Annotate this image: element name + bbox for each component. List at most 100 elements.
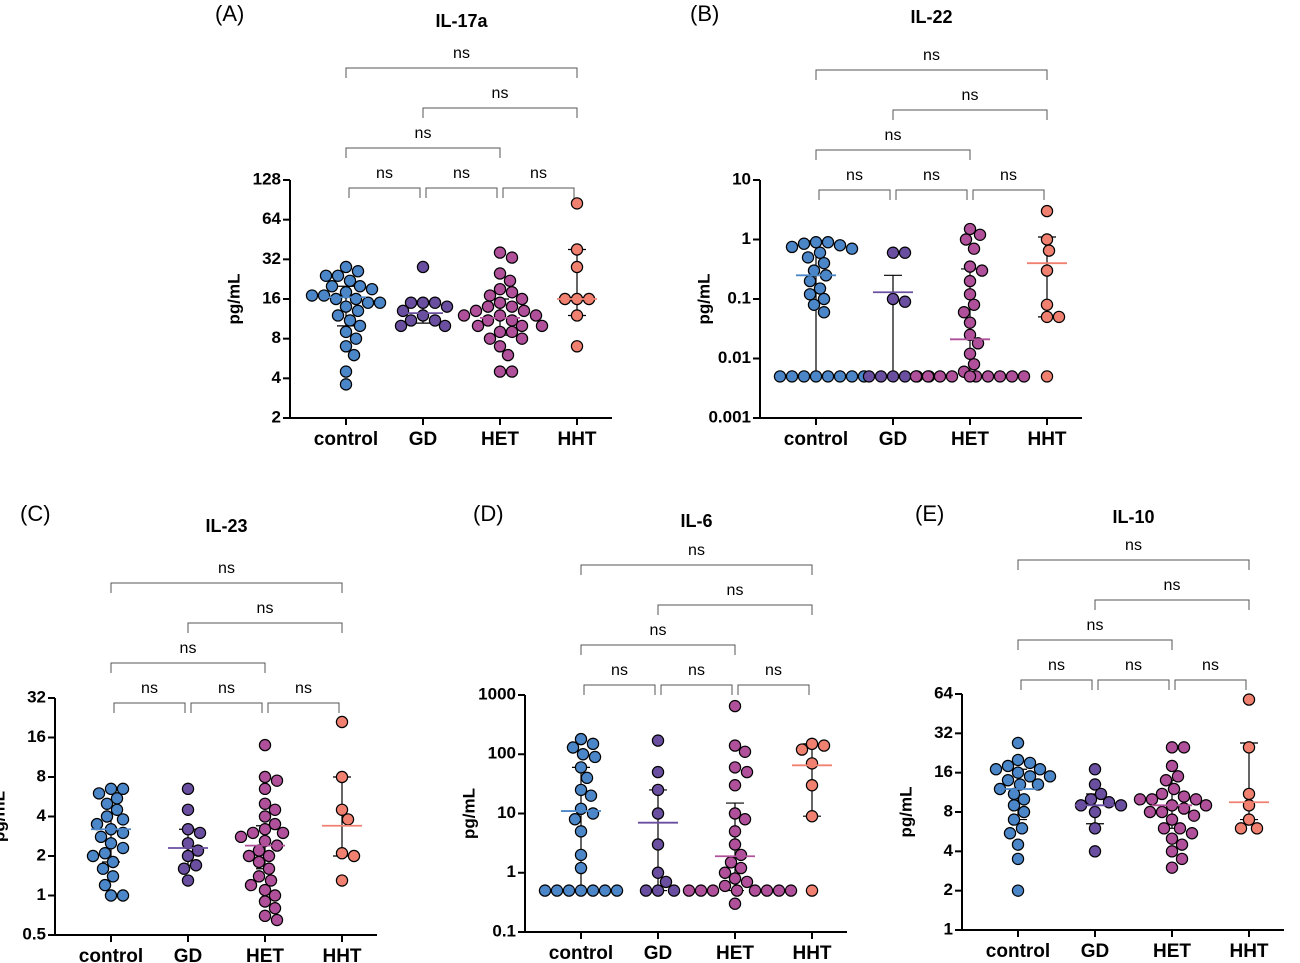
- data-point: [975, 264, 989, 277]
- data-point: [483, 289, 497, 302]
- data-point: [728, 779, 742, 792]
- data-point: [728, 699, 742, 713]
- data-point: [803, 274, 817, 288]
- data-point: [104, 782, 118, 796]
- data-point: [1001, 774, 1015, 787]
- y-tick-label: 64: [262, 209, 281, 228]
- data-point: [177, 862, 191, 875]
- x-tick-label: control: [784, 429, 848, 450]
- data-point: [728, 825, 742, 838]
- x-tick-label: HET: [481, 429, 519, 450]
- data-point: [501, 348, 515, 362]
- y-tick-label: 32: [934, 723, 953, 742]
- significance-bracket: [1094, 599, 1250, 610]
- y-tick-label: 4: [272, 368, 282, 387]
- data-point: [586, 884, 600, 897]
- y-axis-label: pg/mL: [896, 787, 915, 838]
- data-point: [1155, 805, 1169, 819]
- significance-bracket: [187, 622, 343, 633]
- data-point: [993, 370, 1007, 383]
- data-point: [1143, 805, 1157, 819]
- data-point: [515, 319, 529, 333]
- panel-label: (B): [690, 1, 719, 26]
- data-point: [351, 265, 365, 278]
- data-point: [1187, 809, 1201, 822]
- data-point: [505, 314, 519, 327]
- data-point: [104, 889, 118, 902]
- data-point: [258, 909, 272, 923]
- data-point: [96, 862, 110, 875]
- y-tick-label: 4: [37, 806, 47, 825]
- data-point: [94, 830, 108, 844]
- data-point: [967, 358, 981, 371]
- data-point: [805, 884, 819, 897]
- chart-title: IL-10: [1112, 507, 1154, 527]
- data-point: [1013, 778, 1027, 791]
- y-tick-label: 16: [262, 288, 281, 307]
- data-point: [909, 370, 923, 383]
- data-point: [515, 332, 529, 345]
- x-tick-label: HET: [246, 946, 284, 963]
- significance-label: ns: [923, 167, 940, 184]
- data-point: [404, 296, 418, 309]
- y-tick-label: 4: [944, 841, 954, 860]
- panel: (A) IL-17a pg/mL 2 4 8 16 32 64 128 control GD HET HH…: [215, 1, 612, 450]
- significance-bracket: [110, 662, 266, 673]
- data-point: [276, 826, 290, 840]
- panel-label: (A): [215, 1, 244, 26]
- data-point: [1199, 799, 1213, 812]
- significance-bracket: [113, 702, 186, 713]
- data-point: [106, 870, 120, 883]
- data-point: [728, 739, 742, 752]
- data-point: [989, 763, 1003, 776]
- data-point: [373, 296, 387, 309]
- data-point: [1114, 799, 1128, 812]
- data-point: [1088, 778, 1102, 791]
- data-point: [493, 296, 507, 309]
- y-tick-label: 0.5: [22, 924, 46, 943]
- y-tick-label: 1: [507, 862, 516, 881]
- y-tick-label: 2: [272, 407, 281, 426]
- data-point: [110, 803, 124, 816]
- data-point: [570, 197, 584, 210]
- data-point: [967, 242, 981, 255]
- significance-bracket: [1017, 559, 1250, 570]
- data-point: [586, 807, 600, 820]
- data-point: [270, 913, 284, 927]
- data-point: [394, 319, 408, 333]
- data-point: [734, 848, 748, 862]
- data-point: [98, 878, 112, 892]
- significance-bracket: [425, 187, 498, 198]
- significance-bracket: [815, 149, 971, 160]
- data-point: [440, 300, 454, 313]
- data-point: [234, 830, 248, 844]
- significance-label: ns: [492, 85, 509, 102]
- data-point: [886, 246, 900, 259]
- data-point: [335, 770, 349, 784]
- y-tick-label: 0.1: [727, 288, 751, 307]
- data-point: [694, 884, 708, 897]
- data-point: [651, 884, 665, 897]
- data-point: [1007, 787, 1021, 801]
- data-point: [1088, 822, 1102, 835]
- significance-label: ns: [846, 167, 863, 184]
- significance-label: ns: [885, 127, 902, 144]
- data-point: [682, 884, 696, 897]
- data-point: [483, 332, 497, 345]
- data-point: [785, 370, 799, 383]
- data-point: [493, 267, 507, 280]
- significance-bracket: [110, 582, 343, 593]
- data-point: [268, 817, 282, 831]
- data-point: [833, 239, 847, 252]
- data-point: [957, 306, 971, 319]
- data-point: [1043, 770, 1057, 783]
- data-point: [550, 884, 564, 897]
- data-point: [817, 306, 831, 319]
- data-point: [353, 280, 367, 293]
- data-point: [416, 260, 430, 274]
- data-point: [584, 789, 598, 802]
- data-point: [538, 884, 552, 897]
- data-point: [116, 841, 130, 855]
- significance-label: ns: [650, 622, 667, 639]
